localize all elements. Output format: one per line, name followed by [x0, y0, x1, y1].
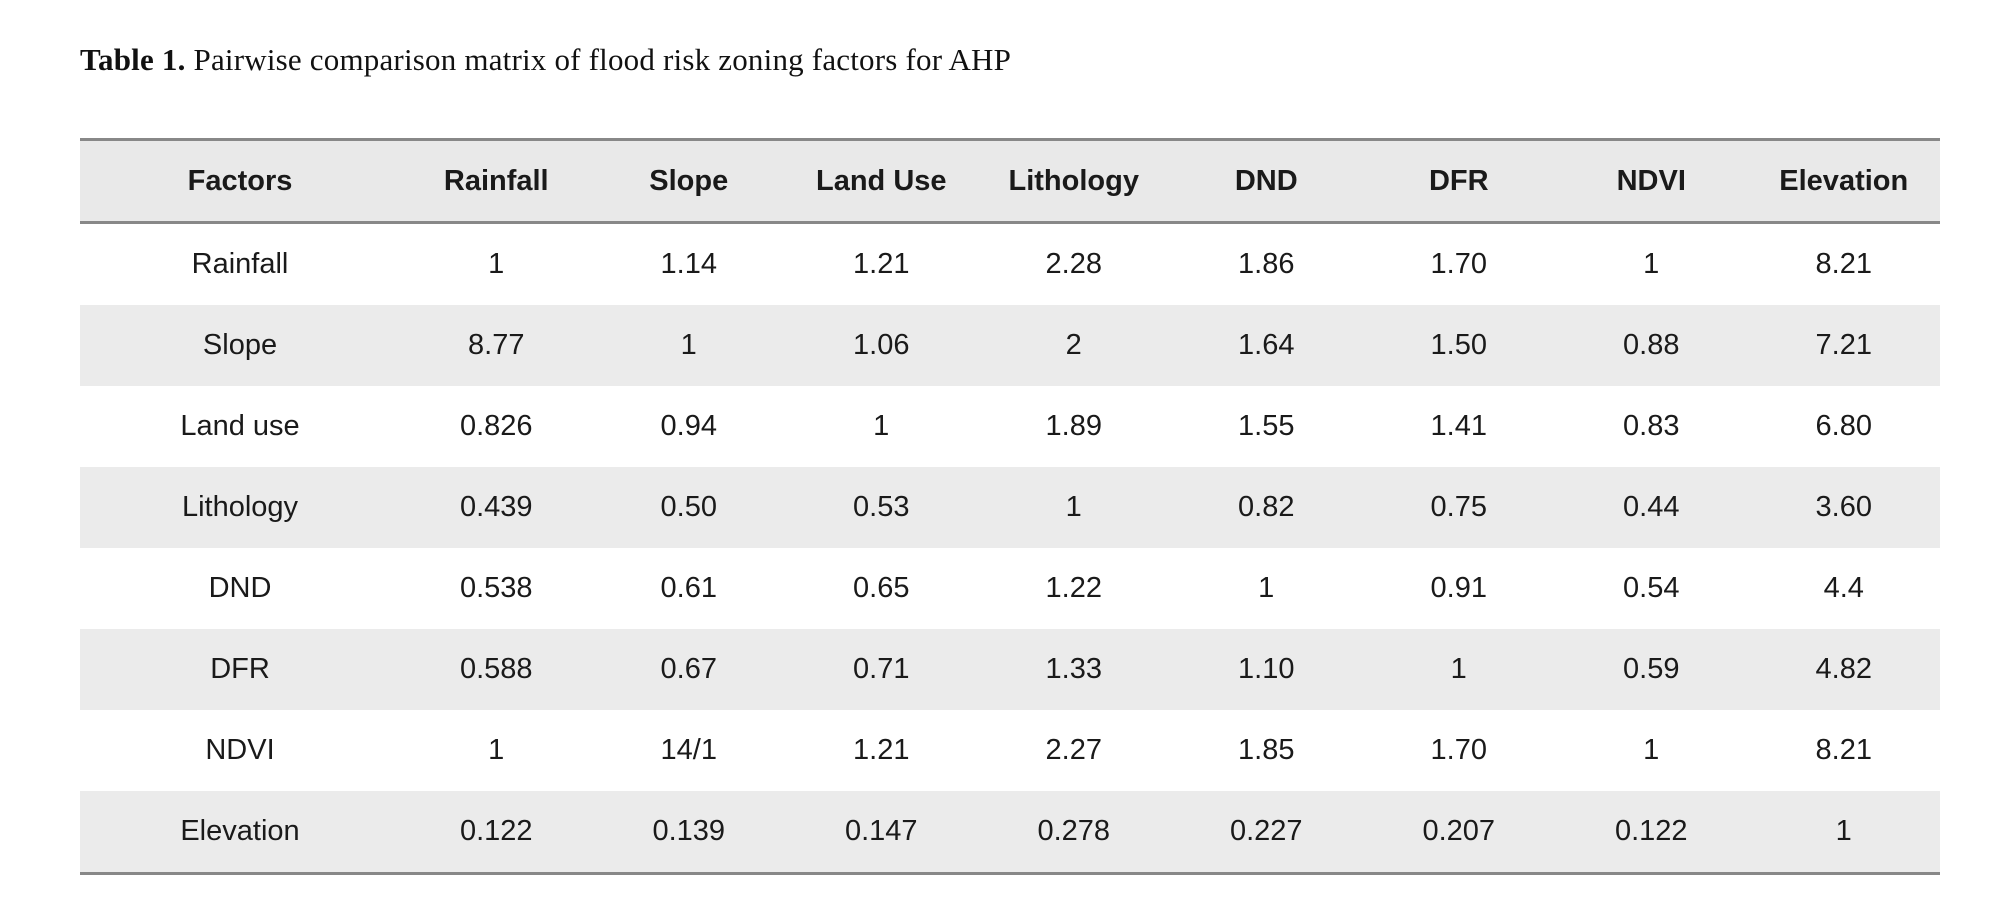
table-caption-label: Table 1.	[80, 42, 186, 77]
column-header-slope: Slope	[649, 164, 729, 197]
matrix-cell: 0.91	[1430, 572, 1487, 604]
row-factor-label: DND	[208, 572, 272, 604]
matrix-cell: 8.21	[1815, 248, 1872, 280]
column-header-rainfall: Rainfall	[443, 164, 549, 197]
row-factor-label: Slope	[202, 329, 278, 361]
table-header-row: Factors Rainfall Slope Land Use Lithology DND…	[80, 139, 1940, 223]
matrix-cell: 0.83	[1623, 410, 1680, 442]
matrix-cell: 4.82	[1815, 653, 1872, 685]
matrix-cell: 0.82	[1238, 491, 1295, 523]
matrix-cell: 1.22	[1045, 572, 1102, 604]
matrix-cell: 0.67	[660, 653, 717, 685]
table-row: Rainfall 1 1.14 1.21 2.28 1.86 1.70 1 8.21	[80, 223, 1940, 306]
row-factor-label: DFR	[210, 653, 270, 685]
matrix-cell: 0.59	[1623, 653, 1680, 685]
matrix-cell: 0.588	[459, 653, 533, 685]
matrix-cell: 1.70	[1430, 734, 1487, 766]
table-row: Land use 0.826 0.94 1 1.89 1.55 1.41 0.83 6.80	[80, 386, 1940, 467]
matrix-cell: 1.21	[853, 734, 910, 766]
pairwise-comparison-table: Factors Rainfall Slope Land Use Lithology DND…	[80, 138, 1940, 875]
matrix-cell: 0.538	[459, 572, 533, 604]
matrix-cell: 1.55	[1238, 410, 1295, 442]
table-row: DND 0.538 0.61 0.65 1.22 1 0.91 0.54 4.4	[80, 548, 1940, 629]
matrix-cell: 1.86	[1238, 248, 1295, 280]
matrix-cell: 0.207	[1422, 815, 1496, 847]
table-caption: Table 1. Pairwise comparison matrix of f…	[80, 42, 2000, 78]
table-row: Slope 8.77 1 1.06 2 1.64 1.50 0.88 7.21	[80, 305, 1940, 386]
matrix-cell: 2.28	[1045, 248, 1102, 280]
matrix-cell: 1	[488, 248, 505, 280]
matrix-cell: 0.50	[660, 491, 717, 523]
matrix-cell: 6.80	[1815, 410, 1872, 442]
matrix-cell: 4.4	[1823, 572, 1864, 604]
matrix-cell: 1.21	[853, 248, 910, 280]
matrix-cell: 0.227	[1229, 815, 1303, 847]
matrix-cell: 0.65	[853, 572, 910, 604]
matrix-cell: 0.88	[1623, 329, 1680, 361]
matrix-cell: 0.44	[1623, 491, 1680, 523]
row-factor-label: Rainfall	[191, 248, 289, 280]
column-header-ndvi: NDVI	[1616, 164, 1686, 197]
matrix-cell: 0.439	[459, 491, 533, 523]
matrix-cell: 1.10	[1238, 653, 1295, 685]
matrix-cell: 1.85	[1238, 734, 1295, 766]
matrix-cell: 0.122	[1614, 815, 1688, 847]
matrix-cell: 1	[1643, 734, 1660, 766]
matrix-cell: 1	[1065, 491, 1082, 523]
matrix-cell: 0.826	[459, 410, 533, 442]
table-caption-text: Pairwise comparison matrix of flood risk…	[185, 42, 1012, 77]
matrix-cell: 7.21	[1815, 329, 1872, 361]
matrix-cell: 8.77	[468, 329, 525, 361]
matrix-cell: 1.64	[1238, 329, 1295, 361]
matrix-cell: 14/1	[660, 734, 717, 766]
column-header-dnd: DND	[1234, 164, 1298, 197]
matrix-cell: 1.70	[1430, 248, 1487, 280]
matrix-cell: 1.89	[1045, 410, 1102, 442]
table-row: NDVI 1 14/1 1.21 2.27 1.85 1.70 1 8.21	[80, 710, 1940, 791]
matrix-cell: 1.14	[660, 248, 717, 280]
table-row: Lithology 0.439 0.50 0.53 1 0.82 0.75 0.44 3.60	[80, 467, 1940, 548]
matrix-cell: 0.139	[652, 815, 726, 847]
matrix-cell: 8.21	[1815, 734, 1872, 766]
matrix-cell: 0.278	[1037, 815, 1111, 847]
matrix-cell: 0.94	[660, 410, 717, 442]
matrix-cell: 0.122	[459, 815, 533, 847]
matrix-cell: 1	[488, 734, 505, 766]
matrix-cell: 0.71	[853, 653, 910, 685]
matrix-cell: 0.61	[660, 572, 717, 604]
row-factor-label: Elevation	[180, 815, 300, 847]
matrix-cell: 0.147	[844, 815, 918, 847]
matrix-cell: 2.27	[1045, 734, 1102, 766]
matrix-cell: 1	[1835, 815, 1852, 847]
matrix-cell: 1	[1258, 572, 1275, 604]
column-header-factors: Factors	[187, 164, 293, 197]
matrix-cell: 2	[1065, 329, 1082, 361]
matrix-cell: 1	[1450, 653, 1467, 685]
matrix-cell: 1.33	[1045, 653, 1102, 685]
matrix-cell: 1.50	[1430, 329, 1487, 361]
matrix-cell: 3.60	[1815, 491, 1872, 523]
column-header-land-use: Land Use	[815, 164, 947, 197]
table-row: Elevation 0.122 0.139 0.147 0.278 0.227 0.207 0…	[80, 791, 1940, 874]
matrix-cell: 0.53	[853, 491, 910, 523]
column-header-dfr: DFR	[1428, 164, 1489, 197]
matrix-cell: 1	[680, 329, 697, 361]
table-body: Rainfall 1 1.14 1.21 2.28 1.86 1.70 1 8.21 Slope 8…	[80, 223, 1940, 874]
row-factor-label: Lithology	[181, 491, 299, 523]
matrix-cell: 0.75	[1430, 491, 1487, 523]
matrix-cell: 1.41	[1430, 410, 1487, 442]
matrix-cell: 1.06	[853, 329, 910, 361]
matrix-cell: 1	[873, 410, 890, 442]
matrix-cell: 1	[1643, 248, 1660, 280]
row-factor-label: NDVI	[205, 734, 275, 766]
column-header-elevation: Elevation	[1779, 164, 1909, 197]
table-row: DFR 0.588 0.67 0.71 1.33 1.10 1 0.59 4.82	[80, 629, 1940, 710]
column-header-lithology: Lithology	[1008, 164, 1139, 197]
table-header: Factors Rainfall Slope Land Use Lithology DND…	[80, 139, 1940, 223]
row-factor-label: Land use	[180, 410, 300, 442]
matrix-cell: 0.54	[1623, 572, 1680, 604]
